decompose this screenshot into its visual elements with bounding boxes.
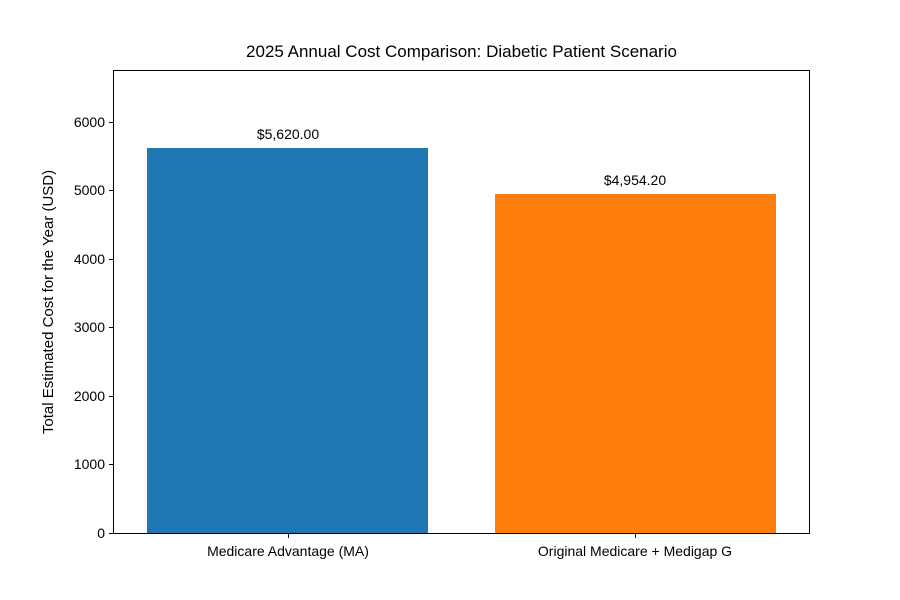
y-tick-label: 4000 xyxy=(73,251,105,267)
bar-value-label: $4,954.20 xyxy=(603,172,667,188)
bar xyxy=(495,194,776,533)
y-tick-mark xyxy=(109,122,113,123)
bar-value-label: $5,620.00 xyxy=(256,126,320,142)
plot-area xyxy=(113,70,810,534)
x-tick-mark xyxy=(288,534,289,538)
x-tick-mark xyxy=(635,534,636,538)
x-tick-label: Medicare Advantage (MA) xyxy=(207,543,369,559)
y-tick-label: 5000 xyxy=(73,182,105,198)
y-tick-mark xyxy=(109,464,113,465)
y-tick-label: 1000 xyxy=(73,456,105,472)
y-tick-label: 6000 xyxy=(73,114,105,130)
x-tick-label: Original Medicare + Medigap G xyxy=(537,543,733,559)
y-tick-mark xyxy=(109,327,113,328)
y-tick-mark xyxy=(109,533,113,534)
y-tick-mark xyxy=(109,190,113,191)
y-tick-label: 2000 xyxy=(73,388,105,404)
y-tick-mark xyxy=(109,259,113,260)
y-tick-label: 3000 xyxy=(73,319,105,335)
y-tick-label: 0 xyxy=(97,525,105,541)
bar xyxy=(147,148,428,533)
y-tick-mark xyxy=(109,396,113,397)
chart-title: 2025 Annual Cost Comparison: Diabetic Pa… xyxy=(246,42,677,61)
